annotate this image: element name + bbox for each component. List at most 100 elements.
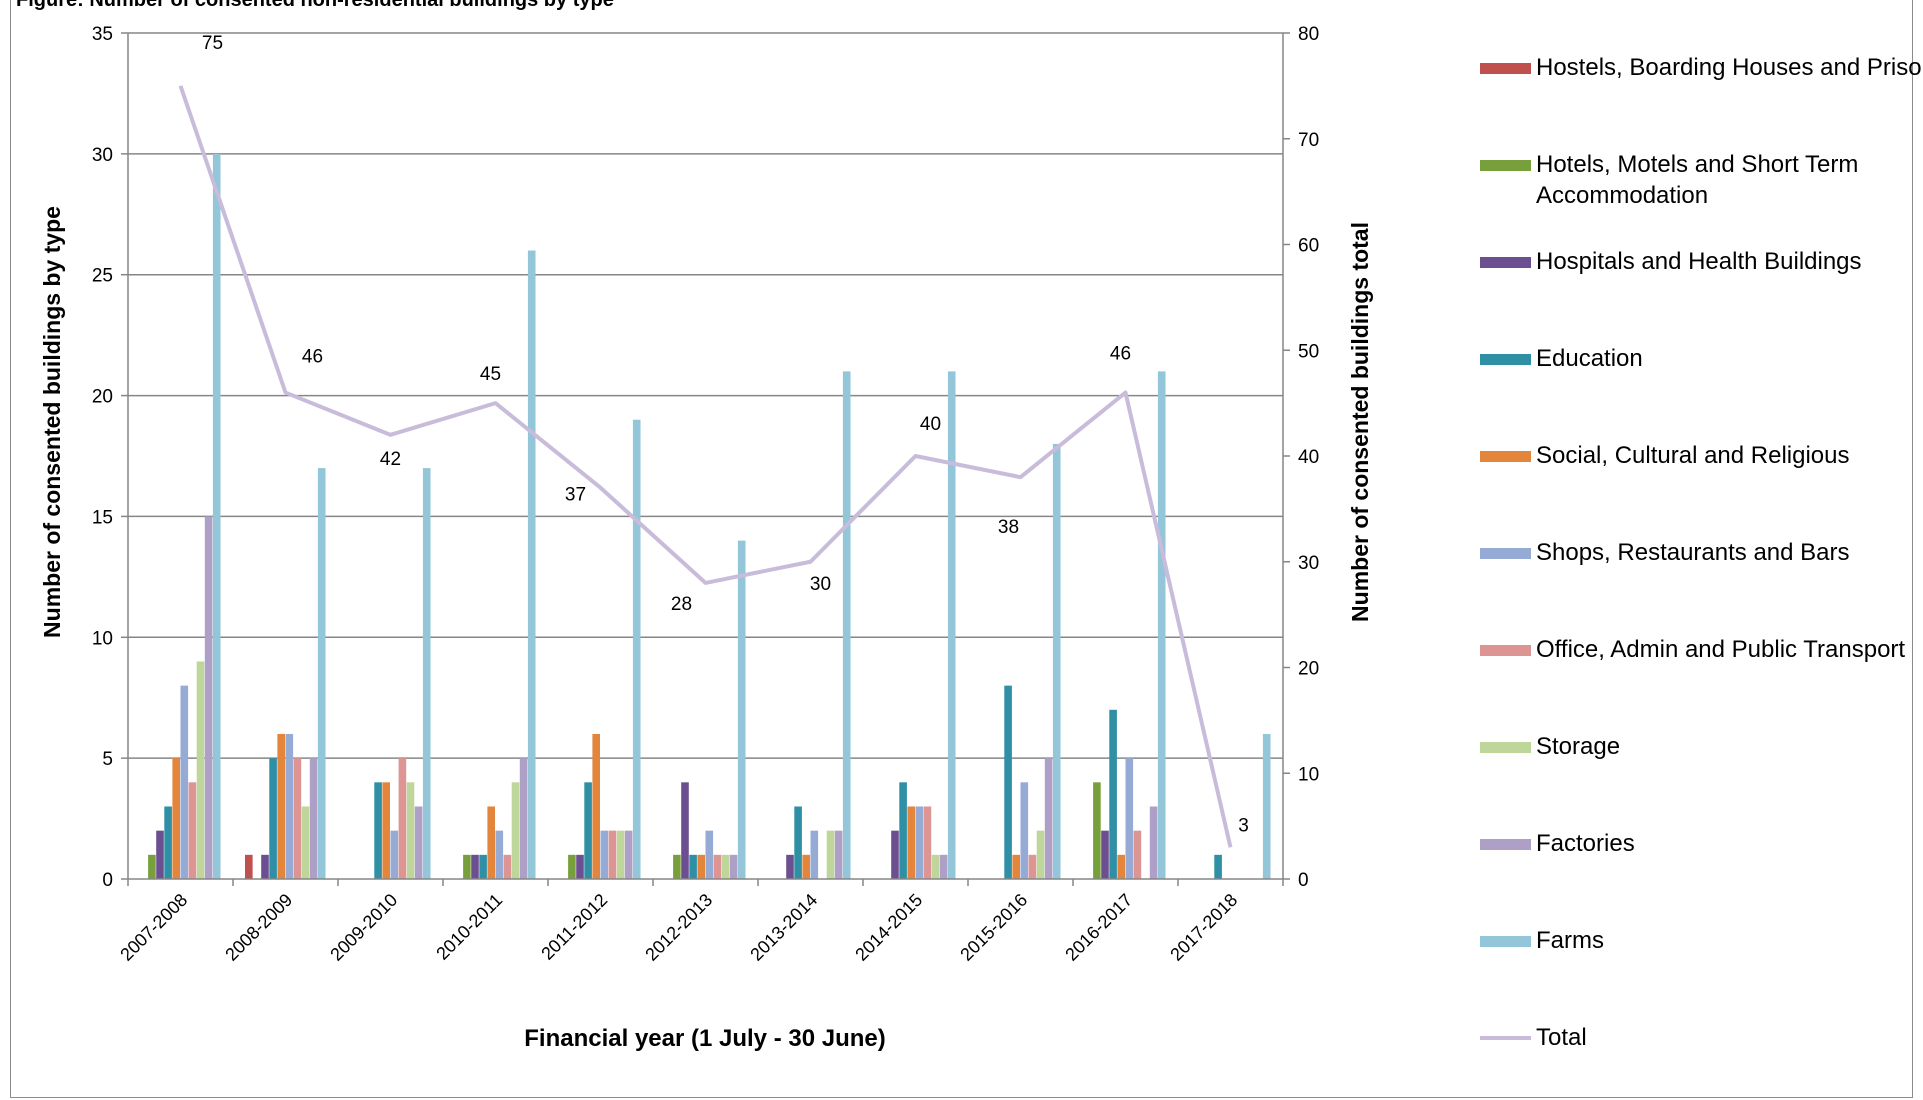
bar [503, 854, 512, 879]
bar [600, 830, 609, 879]
bar [269, 758, 277, 879]
x-tick-label: 2015-2016 [956, 890, 1031, 965]
y2-tick-label: 10 [1298, 764, 1319, 785]
bar [1157, 371, 1166, 879]
bar [616, 830, 625, 879]
gridlines [128, 32, 1283, 759]
bar [810, 830, 819, 879]
bar [1012, 854, 1020, 879]
legend-label: Farms [1536, 927, 1604, 954]
legend-label: Hostels, Boarding Houses and Prisons [1536, 54, 1923, 81]
legend-swatch [1480, 645, 1531, 656]
bar [568, 854, 576, 879]
y2-tick-label: 80 [1298, 24, 1319, 45]
legend-item: Office, Admin and Public Transport [1480, 636, 1905, 663]
bar [495, 830, 504, 879]
legend-item: Social, Cultural and Religious [1480, 442, 1850, 469]
bar [317, 468, 326, 879]
bar [293, 758, 302, 879]
bar [261, 854, 269, 879]
legend-item: Storage [1480, 733, 1620, 760]
bar [592, 733, 600, 879]
bar [842, 371, 851, 879]
bar [374, 782, 382, 879]
bar [931, 854, 940, 879]
x-tick-label: 2009-2010 [326, 890, 401, 965]
y-tick-label: 30 [92, 145, 113, 166]
y-axis-title: Number of consented buildings by type [39, 206, 65, 638]
bar [212, 153, 221, 879]
bar [406, 782, 415, 879]
x-tick-label: 2007-2008 [116, 890, 191, 965]
bar [632, 419, 641, 879]
bars [148, 153, 1271, 880]
y-tick-label: 35 [92, 24, 113, 45]
bar [527, 250, 536, 880]
y2-tick-label: 60 [1298, 236, 1319, 257]
bar [511, 782, 520, 879]
x-tick-label: 2017-2018 [1166, 890, 1241, 965]
bar [681, 782, 689, 879]
bar [907, 806, 915, 879]
bar [164, 806, 172, 879]
total-data-label: 30 [810, 574, 831, 595]
total-data-label: 38 [998, 517, 1019, 538]
legend-item: Hospitals and Health Buildings [1480, 248, 1862, 275]
bar [1020, 782, 1029, 879]
legend-swatch [1480, 257, 1531, 268]
bar [721, 854, 730, 879]
total-data-label: 75 [202, 33, 223, 54]
bar [301, 806, 310, 879]
bar [899, 782, 907, 879]
bar [422, 468, 431, 879]
legend-label: Hospitals and Health Buildings [1536, 248, 1862, 275]
bar [1044, 758, 1053, 879]
bar [891, 830, 899, 879]
bar [915, 806, 924, 879]
legend-item: Hostels, Boarding Houses and Prisons [1480, 54, 1923, 81]
legend-item: Hotels, Motels and Short Term Accommodati… [1480, 151, 1858, 209]
legend-item: Farms [1480, 927, 1604, 954]
bar [1101, 830, 1109, 879]
bar [519, 758, 528, 879]
y2-tick-label: 0 [1298, 870, 1309, 891]
total-data-label: 3 [1238, 815, 1249, 836]
bar [180, 685, 189, 879]
legend-item: Total [1480, 1024, 1587, 1051]
bar [624, 830, 633, 879]
bar [414, 806, 423, 879]
legend-swatch [1480, 160, 1531, 171]
legend-label: Storage [1536, 733, 1620, 760]
y-tick-label: 25 [92, 266, 113, 287]
chart-frame [10, 0, 1913, 1098]
x-tick-label: 2016-2017 [1061, 890, 1136, 965]
legend-swatch [1480, 548, 1531, 559]
bar [1133, 830, 1142, 879]
legend-swatch [1480, 354, 1531, 365]
bar [786, 854, 794, 879]
bar [204, 516, 213, 879]
bar [576, 854, 584, 879]
bar [479, 854, 487, 879]
bar [1125, 758, 1134, 879]
bar [196, 661, 205, 879]
y-tick-label: 15 [92, 507, 113, 528]
legend-label: Hotels, Motels and Short Term Accommodati… [1536, 151, 1858, 209]
y2-tick-label: 20 [1298, 659, 1319, 680]
bar [923, 806, 932, 879]
bar [382, 782, 390, 879]
legend-label: Total [1536, 1024, 1587, 1051]
bar [309, 758, 318, 879]
bar [689, 854, 697, 879]
bar [277, 733, 285, 879]
legend-swatch [1480, 451, 1531, 462]
bar [398, 758, 407, 879]
bar [705, 830, 714, 879]
total-data-label: 37 [565, 485, 586, 506]
x-tick-label: 2011-2012 [537, 890, 611, 964]
total-line [178, 85, 1233, 848]
bar [1004, 685, 1012, 879]
x-tick-label: 2014-2015 [851, 890, 926, 965]
legend-item: Education [1480, 345, 1643, 372]
bar [608, 830, 617, 879]
